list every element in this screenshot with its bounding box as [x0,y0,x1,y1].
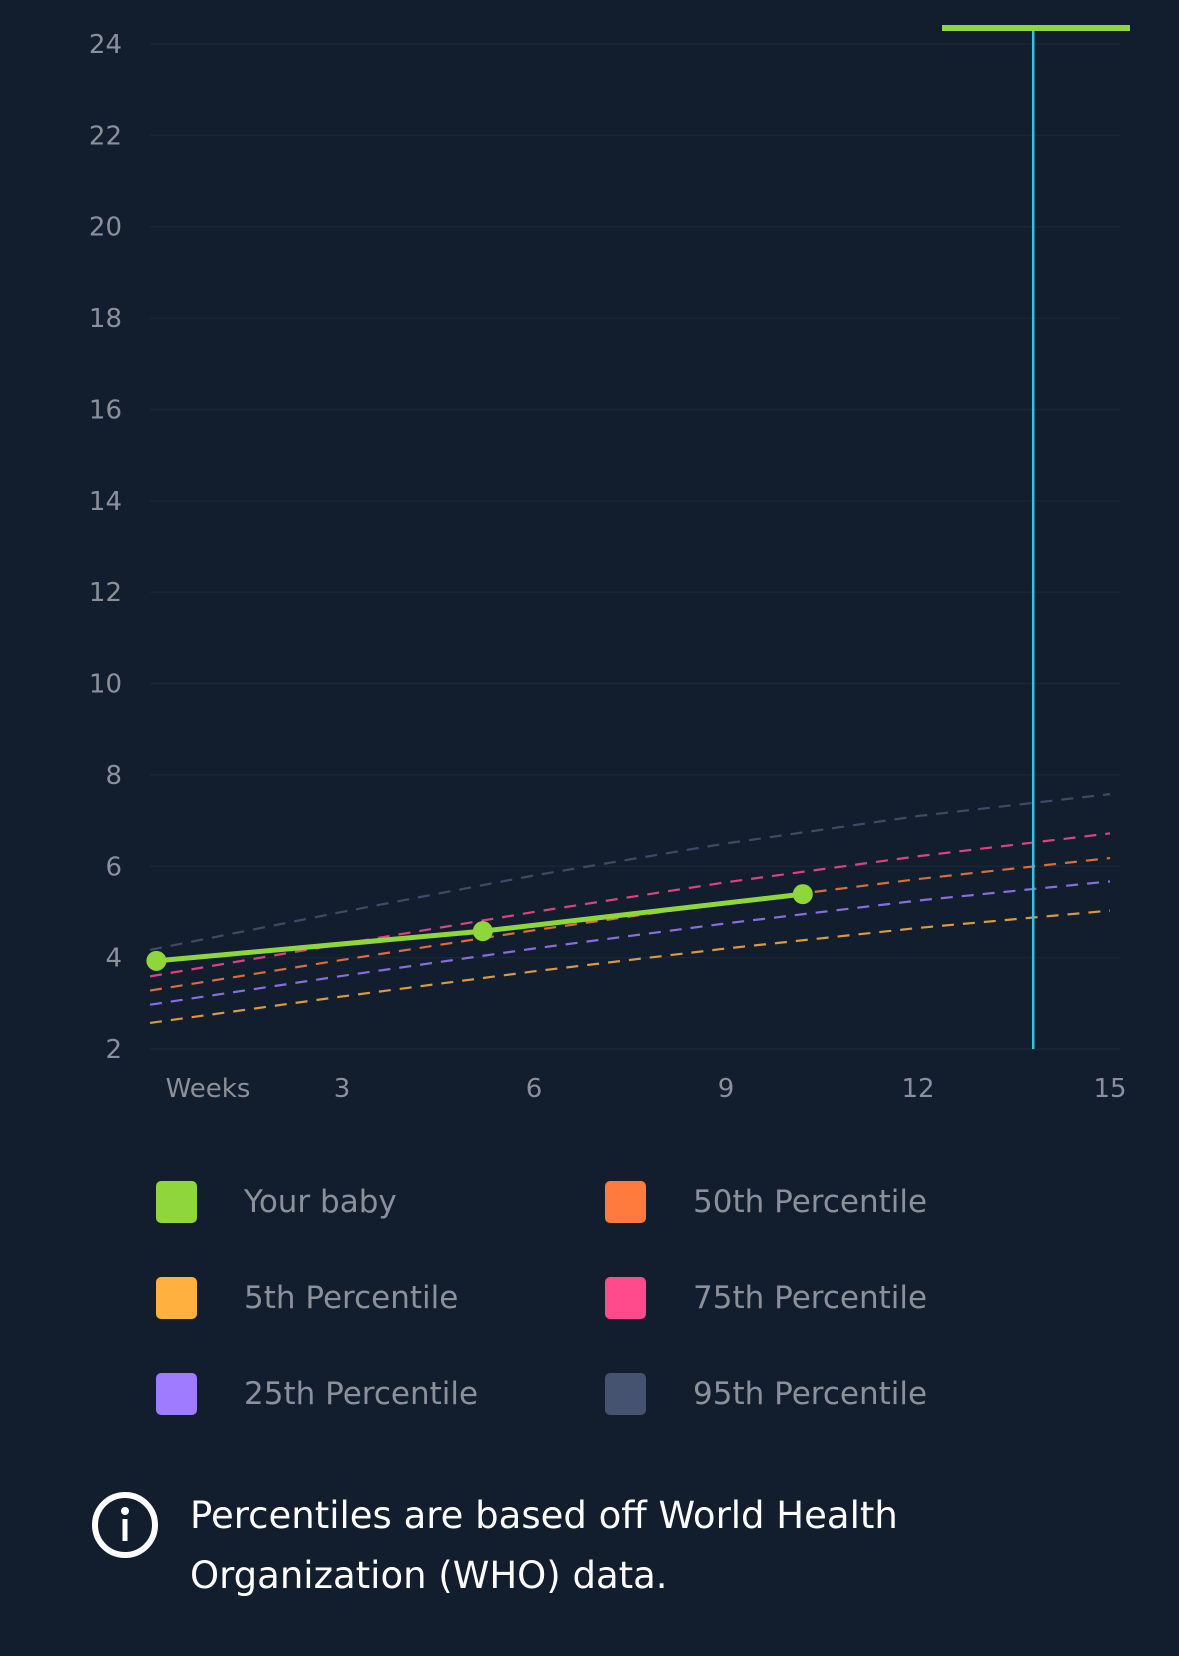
y-tick-label: 12 [89,578,122,608]
legend-label: 75th Percentile [693,1280,928,1316]
y-tick-label: 4 [105,944,122,974]
legend-label: 95th Percentile [693,1376,928,1412]
legend-label: Your baby [244,1184,397,1220]
data-point-your-baby [472,921,493,942]
x-tick-label: 3 [334,1074,351,1104]
series-line-5th-percentile [149,909,1111,1025]
y-tick-label: 2 [105,1035,122,1065]
legend-swatch [156,1373,197,1415]
legend-swatch [605,1373,646,1415]
data-point-your-baby [146,950,167,971]
y-tick-label: 8 [105,761,122,791]
note-text: Percentiles are based off World Health O… [190,1494,898,1597]
x-tick-label: 12 [901,1074,934,1104]
y-tick-label: 18 [89,304,122,334]
series-line-95th-percentile [149,793,1111,951]
series-line-75th-percentile [149,832,1111,978]
legend-swatch [605,1277,646,1319]
y-tick-label: 10 [89,670,122,700]
legend-swatch [605,1181,646,1223]
y-tick-label: 6 [105,852,122,882]
legend-item-your-baby[interactable]: Your baby [156,1180,397,1224]
y-tick-label: 22 [89,121,122,151]
legend-label: 50th Percentile [693,1184,928,1220]
legend-label: 5th Percentile [244,1280,459,1316]
x-axis-label: Weeks [166,1074,251,1104]
x-tick-label: 15 [1093,1074,1126,1104]
legend-label: 25th Percentile [244,1376,479,1412]
x-tick-label: 9 [718,1074,735,1104]
data-point-your-baby [792,884,813,905]
y-tick-label: 16 [89,395,122,425]
legend-swatch [156,1277,197,1319]
info-icon [92,1492,158,1558]
legend-item-95th[interactable]: 95th Percentile [605,1372,927,1416]
y-tick-label: 14 [89,487,122,517]
legend-item-25th[interactable]: 25th Percentile [156,1372,478,1416]
legend-swatch [156,1181,197,1223]
legend-item-5th[interactable]: 5th Percentile [156,1276,458,1320]
y-tick-label: 20 [89,213,122,243]
series-line-25th-percentile [149,880,1111,1006]
legend-item-75th[interactable]: 75th Percentile [605,1276,927,1320]
y-tick-label: 24 [89,30,122,60]
x-tick-label: 6 [526,1074,543,1104]
legend-item-50th[interactable]: 50th Percentile [605,1180,927,1224]
